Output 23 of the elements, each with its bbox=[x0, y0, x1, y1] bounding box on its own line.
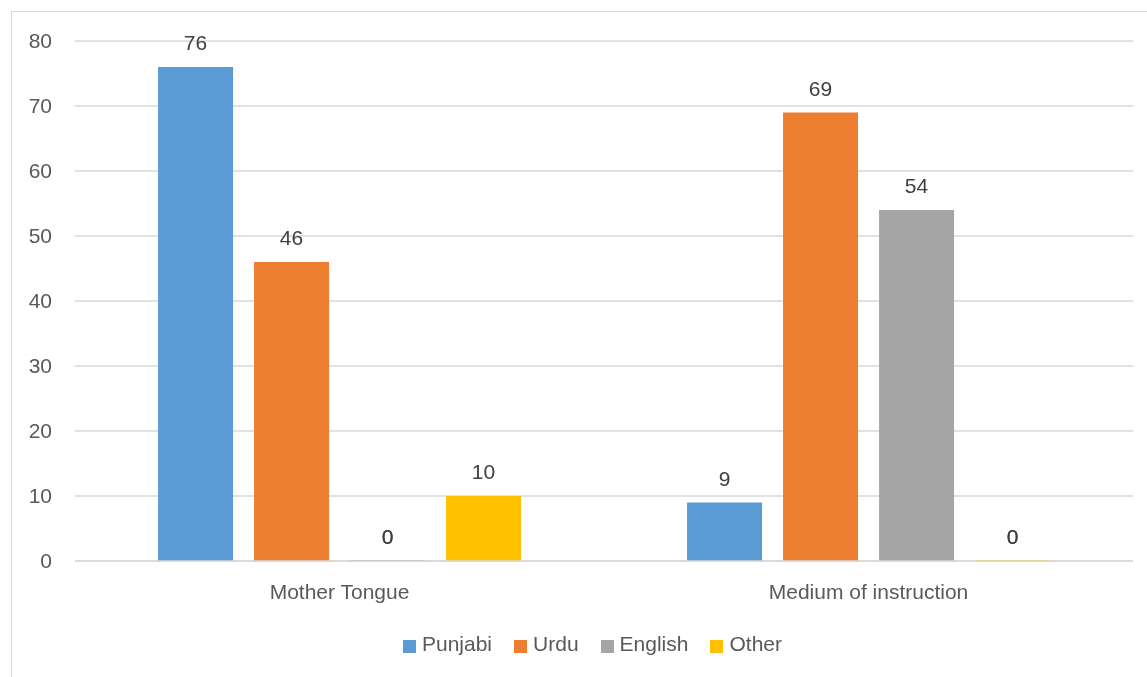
y-tick-label: 30 bbox=[28, 354, 52, 378]
y-tick-label: 0 bbox=[40, 549, 52, 573]
x-tick-label: Mother Tongue bbox=[269, 579, 410, 603]
x-tick-label: Medium of instruction bbox=[768, 579, 969, 603]
data-label: 46 bbox=[279, 226, 304, 249]
data-label: 0 bbox=[381, 525, 394, 548]
legend-label: Other bbox=[729, 632, 782, 655]
legend-label: Punjabi bbox=[421, 632, 493, 655]
data-label: 69 bbox=[808, 76, 833, 100]
data-label: 9 bbox=[718, 466, 731, 490]
legend-label: Urdu bbox=[533, 632, 579, 655]
y-tick-label: 10 bbox=[28, 484, 52, 508]
legend-label: English bbox=[619, 632, 689, 655]
y-tick-label: 60 bbox=[28, 159, 52, 183]
data-label: 54 bbox=[904, 174, 929, 197]
y-tick-label: 70 bbox=[28, 94, 52, 118]
y-tick-label: 80 bbox=[28, 29, 52, 53]
y-tick-label: 20 bbox=[28, 419, 52, 443]
data-label: 10 bbox=[471, 460, 496, 483]
data-label: 76 bbox=[183, 31, 208, 54]
data-label: 0 bbox=[1006, 525, 1019, 548]
y-tick-label: 40 bbox=[28, 289, 52, 313]
y-tick-label: 50 bbox=[28, 224, 52, 248]
